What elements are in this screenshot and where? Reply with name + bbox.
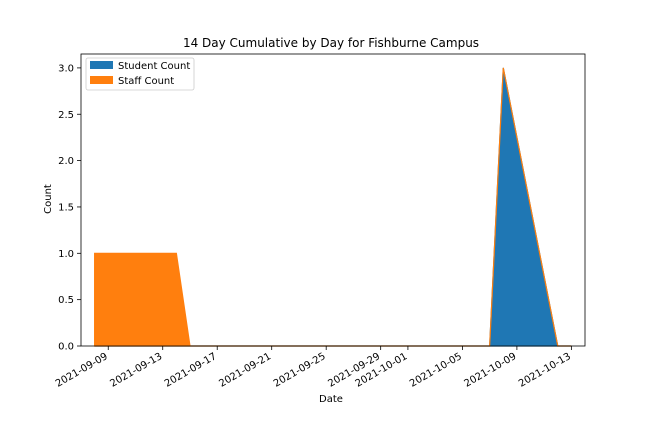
y-axis: 0.0 0.5 1.0 1.5 2.0 2.5 3.0 (58, 63, 81, 353)
legend-swatch (90, 61, 113, 69)
x-tick-label: 2021-09-17 (163, 351, 219, 390)
x-tick-label: 2021-09-09 (54, 351, 110, 390)
y-tick-label: 0.0 (58, 342, 74, 353)
y-tick-label: 2.5 (58, 110, 74, 121)
chart-title: 14 Day Cumulative by Day for Fishburne C… (183, 36, 479, 50)
y-axis-label: Count (43, 184, 54, 214)
legend-swatch (90, 76, 113, 84)
x-tick-label: 2021-10-09 (463, 351, 519, 390)
plot-frame (80, 53, 586, 347)
x-tick-label: 2021-10-13 (517, 351, 573, 390)
x-tick-label: 2021-09-21 (217, 351, 273, 390)
x-axis: 2021-09-092021-09-132021-09-172021-09-21… (54, 346, 573, 390)
x-axis-label: Date (319, 394, 343, 405)
y-tick-label: 1.0 (58, 249, 74, 260)
y-tick-label: 3.0 (58, 63, 74, 74)
x-tick-label: 2021-10-05 (408, 351, 464, 390)
legend-label: Staff Count (118, 76, 174, 87)
area-series-group (94, 67, 572, 347)
legend: Student Count Staff Count (85, 57, 195, 91)
x-tick-label: 2021-09-13 (108, 351, 164, 390)
legend-label: Student Count (118, 61, 190, 72)
y-tick-label: 0.5 (58, 295, 74, 306)
x-tick-label: 2021-09-25 (272, 351, 328, 390)
y-tick-label: 2.0 (58, 156, 74, 167)
y-tick-label: 1.5 (58, 202, 74, 213)
